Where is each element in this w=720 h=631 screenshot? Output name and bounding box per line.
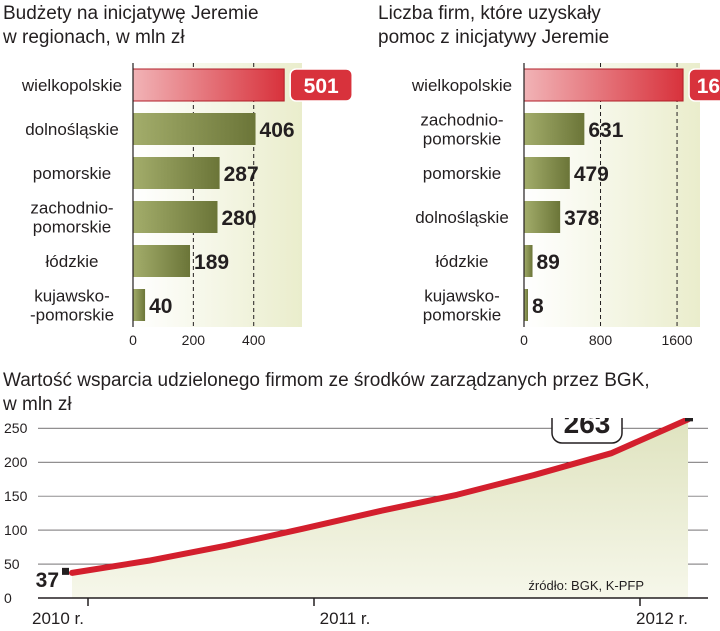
bar (523, 68, 684, 102)
category-label: łódzkie (436, 252, 489, 271)
chart1-title-line: Budżety na inicjatywę Jeremie (3, 3, 259, 24)
plot-panel (133, 63, 302, 327)
category-label: dolnośląskie (415, 208, 509, 227)
end-value-box (551, 418, 623, 444)
data-label: 479 (574, 163, 609, 186)
bar (524, 245, 533, 277)
y-tick-label: 100 (4, 522, 28, 538)
data-label: 40 (149, 295, 172, 318)
category-label: pomorskie (33, 218, 111, 237)
bar (524, 201, 561, 233)
y-tick-label: 0 (4, 590, 12, 606)
data-label: 501 (304, 75, 339, 98)
end-value-label: 263 (564, 418, 611, 439)
firms-bar-chart: 0 800 1600 wielkopolskie 1663 zachodnio-pomor… (411, 63, 720, 348)
category-label: zachodnio- (30, 199, 113, 218)
category-label: -pomorskie (30, 306, 114, 325)
series-line (69, 418, 691, 576)
area-fill (72, 419, 688, 598)
data-label: 406 (260, 119, 295, 142)
value-badge (289, 68, 353, 102)
category-label: dolnośląskie (25, 120, 119, 139)
bar (524, 289, 528, 321)
data-label: 287 (224, 163, 259, 186)
category-label: pomorskie (423, 164, 501, 183)
bar (133, 157, 220, 189)
data-label: 378 (564, 207, 599, 230)
bar (132, 68, 285, 102)
y-tick-label: 200 (4, 454, 28, 470)
x-tick-label: 2011 r. (320, 609, 371, 628)
chart3-title-line: Wartość wsparcia udzielonego firmom ze ś… (3, 370, 650, 391)
y-tick-label: 250 (4, 420, 28, 436)
data-label: 280 (222, 207, 257, 230)
x-tick-label: 400 (242, 332, 266, 348)
bar (133, 113, 256, 145)
category-label: pomorskie (423, 306, 501, 325)
chart2-title: Liczba firm, które uzyskały pomoc z inic… (378, 2, 708, 50)
x-tick-label: 0 (129, 332, 137, 348)
x-tick-label: 2012 r. (636, 609, 688, 628)
chart1-title: Budżety na inicjatywę Jeremie w regionac… (3, 2, 303, 50)
source-label: źródło: BGK, K-PFP (528, 578, 644, 593)
plot-panel (524, 63, 700, 327)
bar (524, 113, 585, 145)
category-label: pomorskie (423, 130, 501, 149)
y-tick-label: 150 (4, 488, 28, 504)
bar (133, 289, 146, 321)
data-label: 1663 (697, 75, 720, 98)
data-label: 8 (532, 295, 544, 318)
value-badge (688, 68, 720, 102)
x-tick-label: 2010 r. (32, 609, 84, 628)
chart2-title-line: Liczba firm, które uzyskały (378, 3, 601, 24)
budget-bar-chart: 0 200 400 wielkopolskie 501 dolnośląskie 406 po… (21, 63, 353, 348)
bar (524, 157, 570, 189)
x-tick-label: 1600 (661, 332, 692, 348)
start-value-label: 37 (36, 569, 59, 592)
chart3-title-line: w mln zł (3, 394, 72, 415)
category-label: kujawsko- (34, 287, 110, 306)
x-tick-label: 800 (589, 332, 613, 348)
category-label: wielkopolskie (21, 76, 122, 95)
data-label: 631 (588, 119, 623, 142)
category-label: kujawsko- (424, 287, 500, 306)
data-label: 189 (194, 251, 229, 274)
category-label: zachodnio- (420, 111, 503, 130)
x-tick-label: 200 (182, 332, 206, 348)
data-label: 89 (537, 251, 560, 274)
category-label: pomorskie (33, 164, 111, 183)
bar (133, 201, 218, 233)
support-line-chart: 0 50 100 150 200 250 2010 r. 2011 r. 2012 r. 37 26… (4, 418, 708, 628)
end-marker (685, 418, 693, 422)
chart1-title-line: w regionach, w mln zł (3, 27, 185, 48)
chart3-title: Wartość wsparcia udzielonego firmom ze ś… (3, 369, 713, 417)
y-tick-label: 50 (4, 556, 20, 572)
x-tick-label: 0 (520, 332, 528, 348)
category-label: wielkopolskie (411, 76, 512, 95)
chart2-title-line: pomoc z inicjatywy Jeremie (378, 27, 610, 48)
category-label: łódzkie (46, 252, 99, 271)
bar (133, 245, 191, 277)
start-marker (62, 567, 69, 575)
